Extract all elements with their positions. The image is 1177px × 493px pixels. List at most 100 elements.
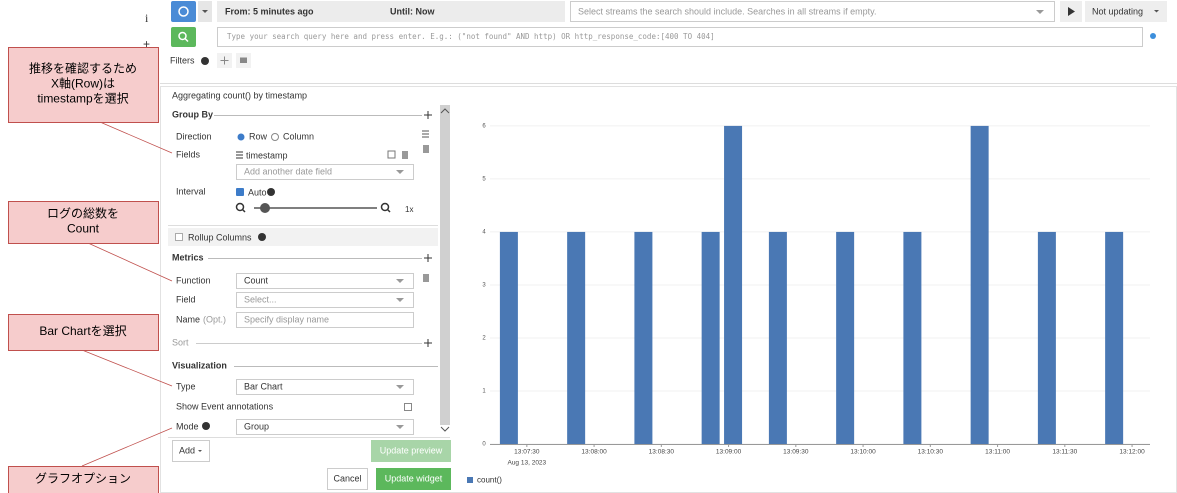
callout-text: timestampを選択: [37, 92, 128, 106]
folder-icon: [240, 57, 247, 63]
caret: [202, 10, 208, 13]
type-value: Bar Chart: [244, 381, 283, 391]
x-tick-label: 13:11:30: [1052, 449, 1077, 456]
x-tick-label: 13:08:30: [649, 449, 675, 456]
drag-handle[interactable]: [422, 130, 429, 138]
caret: [396, 298, 404, 302]
radio-column-label: Column: [283, 131, 314, 141]
bar: [903, 231, 922, 444]
x-tick-label: 13:08:00: [581, 449, 607, 456]
x-tick-label: 13:12:00: [1119, 449, 1145, 456]
add-button[interactable]: [172, 440, 210, 462]
edit-icon[interactable]: [387, 150, 396, 159]
type-select[interactable]: [236, 379, 414, 395]
delete-icon[interactable]: [402, 151, 408, 159]
radio-row[interactable]: [237, 133, 245, 141]
name-input[interactable]: [236, 312, 414, 328]
field-name: timestamp: [246, 150, 288, 160]
function-select[interactable]: [236, 273, 414, 289]
auto-label: Auto: [248, 187, 267, 197]
scroll-up[interactable]: [440, 108, 450, 114]
delete-icon[interactable]: [423, 145, 429, 153]
y-tick-label: 0: [482, 442, 486, 448]
add-sort-button[interactable]: [424, 339, 432, 347]
bar: [836, 231, 855, 444]
callout-box: [8, 201, 159, 244]
x-tick-label: 13:09:00: [716, 449, 742, 456]
rollup-row: [168, 228, 438, 246]
help-icon[interactable]: [258, 233, 266, 241]
bar: [701, 231, 720, 444]
search-icon: [184, 37, 189, 43]
streams-select[interactable]: [570, 1, 1055, 22]
sort-title: Sort: [172, 337, 189, 347]
update-widget-button[interactable]: [376, 468, 451, 490]
function-value: Count: [244, 275, 269, 285]
bar: [567, 231, 586, 444]
callout-text: Count: [67, 222, 100, 236]
caret: [396, 170, 404, 174]
help-icon[interactable]: [202, 422, 210, 430]
time-until: Until: Now: [390, 6, 435, 16]
visualization-title: Visualization: [172, 360, 227, 370]
radio-column[interactable]: [271, 133, 279, 141]
name-placeholder: Specify display name: [244, 314, 329, 324]
callout-text: グラフオプション: [35, 472, 131, 486]
mode-value: Group: [244, 421, 269, 431]
event-annotations-checkbox[interactable]: [404, 403, 412, 411]
caret: [1154, 10, 1159, 13]
callout-connector: [81, 349, 173, 387]
caret: [396, 425, 404, 429]
search-placeholder: Type your search query here and press en…: [227, 32, 715, 41]
add-field-select[interactable]: [236, 164, 414, 180]
help-icon[interactable]: [201, 57, 209, 65]
search-input[interactable]: [217, 27, 1143, 47]
left-mark: i: [145, 11, 149, 25]
zoom-in-icon: [386, 208, 391, 213]
chart: 0 1 2 3 4 5 6 13:07:30 13:08:00 13:08:30 13:09:00 1…: [467, 123, 1150, 485]
refresh-dropdown[interactable]: [1085, 1, 1167, 22]
y-tick-label: 3: [482, 283, 486, 289]
function-label: Function: [176, 275, 211, 285]
streams-placeholder: Select streams the search should include…: [578, 6, 876, 16]
time-range-display[interactable]: [217, 1, 565, 22]
caret: [1036, 10, 1044, 14]
scrollbar[interactable]: [440, 105, 450, 425]
group-by-title: Group By: [172, 109, 213, 119]
help-icon[interactable]: [267, 188, 275, 196]
search-button[interactable]: [171, 27, 196, 47]
bar: [499, 231, 518, 444]
field-placeholder: Select...: [244, 294, 277, 304]
cancel-label: Cancel: [333, 473, 361, 483]
add-metric-button[interactable]: [424, 254, 432, 262]
y-tick-label: 2: [482, 336, 486, 342]
callout-connector: [87, 242, 173, 282]
bar: [634, 231, 653, 444]
play-icon: [1068, 7, 1075, 16]
scroll-down[interactable]: [440, 426, 450, 432]
mode-select[interactable]: [236, 419, 414, 435]
zoom-out-icon[interactable]: [235, 202, 245, 212]
fields-label: Fields: [176, 149, 201, 159]
callout-text: ログの総数を: [47, 206, 119, 221]
interval-scale: 1x: [405, 205, 413, 214]
zoom-out-icon: [241, 208, 246, 213]
rollup-checkbox[interactable]: [175, 233, 183, 241]
update-widget-label: Update widget: [385, 473, 443, 483]
time-range-button[interactable]: [171, 1, 196, 22]
cancel-button[interactable]: [327, 468, 368, 490]
field-handle: [236, 151, 243, 159]
callout-connector: [81, 427, 173, 467]
refresh-label: Not updating: [1092, 6, 1143, 16]
bulb-icon[interactable]: [1150, 33, 1156, 39]
add-group-button[interactable]: [424, 111, 432, 119]
legend-swatch: [467, 477, 473, 483]
zoom-in-icon[interactable]: [380, 202, 390, 212]
callouts: 推移を確認するためX軸(Row)はtimestampを選択ログの総数をCount…: [8, 47, 159, 493]
update-preview-button[interactable]: [371, 440, 451, 462]
auto-checkbox[interactable]: [236, 188, 244, 196]
field-select[interactable]: [236, 292, 414, 308]
x-tick-label: 13:07:30: [514, 449, 540, 456]
delete-icon[interactable]: [423, 274, 429, 282]
slider-knob[interactable]: [260, 203, 270, 213]
